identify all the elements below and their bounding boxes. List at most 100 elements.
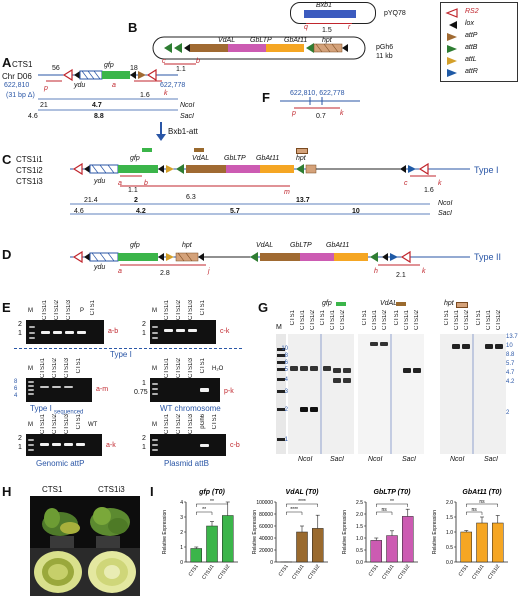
g-tick: 10 [281, 346, 288, 352]
c-saci: SacI [438, 210, 453, 217]
g-probe-gfp-swatch [336, 302, 346, 306]
c-n2: 2 [134, 197, 138, 204]
panel-label-c: C [2, 152, 12, 167]
bar [296, 531, 308, 563]
lane-label: CTS1i2 [414, 310, 420, 331]
panel-label-d: D [2, 247, 12, 262]
g-rtick: 10 [506, 343, 513, 349]
lane-label: CTS1 [290, 310, 296, 326]
y-tick-label: 0.5 [446, 545, 453, 551]
d-integration-map [70, 250, 470, 266]
lane-label: CTS1i2 [310, 310, 316, 331]
f-n0-7: 0.7 [316, 113, 326, 120]
lane-label: P [80, 308, 85, 314]
d-primer-h: h [374, 268, 378, 275]
chart-title: GbLTP (T0) [374, 489, 412, 496]
lane-label: pGh6 [200, 414, 206, 429]
g-ncoi-1: NcoI [298, 456, 313, 463]
a-primer-a: a [112, 82, 116, 89]
e-gel3-tag: a-m [96, 386, 109, 393]
x-tick-label: CTS1i2 [487, 564, 502, 581]
lane-label: CTS1i3 [188, 414, 194, 435]
a-coord-622810: 622,810 [4, 82, 30, 89]
e-gel4-y075: 0.75 [134, 389, 148, 396]
bar [222, 515, 234, 563]
e-gel1-lane-labels: M CTS1i1 CTS1i2 CTS1i3 P CTS1 [28, 300, 138, 320]
significance-bracket [196, 511, 213, 515]
e-gel3-tick-4: 4 [14, 393, 18, 399]
x-tick-label: CTS1i2 [307, 564, 322, 581]
legend-attl: attL [465, 56, 477, 63]
lane-label: CTS1i1 [164, 414, 170, 435]
g-probe-hpt-swatch [456, 302, 468, 308]
e-gel2-tag: c-k [220, 328, 230, 335]
significance-bracket [286, 511, 303, 515]
y-tick-label: 20000 [259, 548, 273, 554]
y-tick-label: 1 [180, 545, 183, 551]
lane-label: CTS1i1 [42, 300, 48, 321]
c-n5-7: 5.7 [230, 208, 240, 215]
g-tick: 6 [284, 360, 288, 366]
h-plant-photos [30, 496, 140, 596]
c-primer-a: a [118, 180, 122, 187]
y-tick-label: 3 [180, 515, 183, 521]
lane-label: CTS1i1 [486, 310, 492, 331]
b-gbat11-label: GbAt11 [284, 37, 308, 44]
g-saci-3: SacI [484, 456, 499, 463]
c-n21-4: 21.4 [84, 197, 98, 204]
a-primer-p: p [44, 85, 48, 92]
bar [402, 516, 414, 563]
lane-label: CTS1 [76, 358, 82, 374]
x-tick-label: CTS1i2 [397, 564, 412, 581]
e-gel5-y1: 1 [18, 444, 22, 451]
lane-label: CTS1i2 [176, 414, 182, 435]
a-n18: 18 [130, 65, 138, 72]
y-tick-label: 100000 [256, 500, 273, 506]
bxb1-label: Bxb1 [316, 2, 332, 9]
c-n4-6: 4.6 [74, 208, 84, 215]
c-primer-m: m [284, 189, 290, 196]
legend-rs2: RS2 [465, 8, 479, 15]
e-gel3-tick-8: 8 [14, 379, 18, 385]
lane-label: M [152, 422, 157, 428]
e-gel4-lane-labels: M CTS1i1 CTS1i2 CTS1i3 CTS1 H₂O [152, 358, 242, 378]
g-tick: 4 [284, 377, 288, 383]
significance-label: ns [471, 507, 477, 513]
lane-label: CTS1i3 [188, 358, 194, 379]
a-ncoi: NcoI [180, 102, 195, 109]
d-ydu-label: ydu [94, 264, 106, 271]
y-axis-label: Relative Expression [342, 510, 348, 554]
d-primer-a: a [118, 268, 122, 275]
lane-label: CTS1 [212, 414, 218, 430]
down-arrow-icon [160, 122, 162, 136]
a-gfp-label: gfp [104, 62, 114, 69]
e-gel5-caption: Genomic attP [36, 459, 85, 468]
b-hpt-label: hpt [322, 37, 332, 44]
lane-label: CTS1i2 [176, 358, 182, 379]
g-rtick: 5.7 [506, 361, 515, 367]
g-tick: 3 [284, 389, 288, 395]
a-n8-8: 8.8 [94, 113, 104, 120]
lane-label: CTS1 [200, 300, 206, 316]
significance-bracket [376, 511, 393, 515]
c-n4-2: 4.2 [136, 208, 146, 215]
c-label-3: CTS1i3 [16, 177, 43, 186]
d-gfp-label: gfp [130, 242, 140, 249]
e-divider [14, 348, 242, 349]
e-gel5-tag: a-k [106, 442, 116, 449]
d-primer-k: k [422, 268, 426, 275]
y-axis-label: Relative Expression [162, 510, 168, 554]
a-chr-label: Chr D06 [2, 72, 32, 81]
lane-label: CTS1 [394, 310, 400, 326]
chart-title: gfp (T0) [198, 489, 225, 496]
x-tick-label: CTS1i1 [291, 564, 306, 581]
g-rtick: 4.2 [506, 379, 515, 385]
e-gel3-caption: Type I sequenced [30, 405, 83, 417]
primer-qr-line [306, 23, 352, 24]
e-gel6-caption: Plasmid attB [164, 459, 209, 468]
b-primer-c: c [162, 58, 166, 65]
y-tick-label: 1.5 [446, 515, 453, 521]
lane-label: CTS1i3 [188, 300, 194, 321]
e-gel5-y2: 2 [18, 435, 22, 442]
x-tick-label: CTS1i1 [471, 564, 486, 581]
